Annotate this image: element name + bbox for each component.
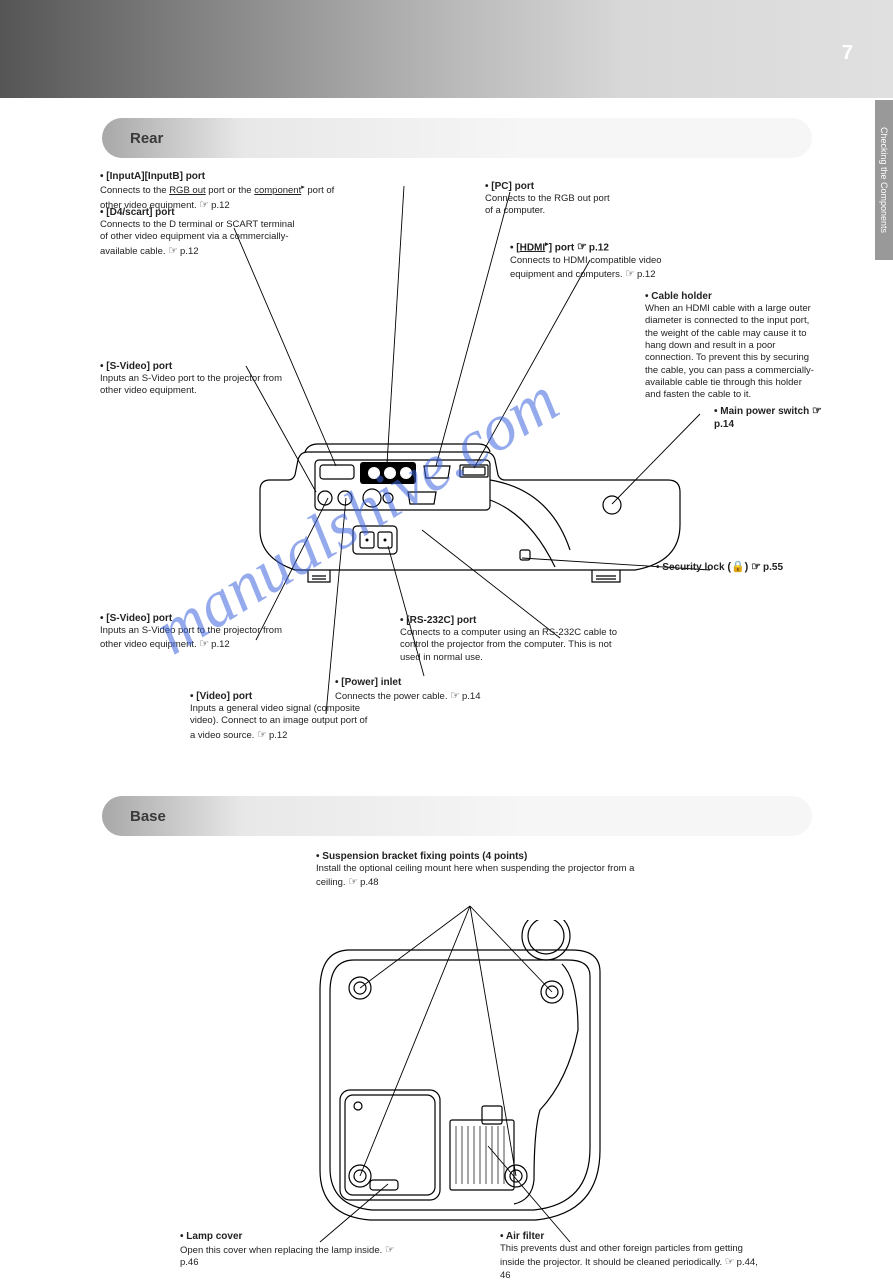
header-gradient xyxy=(0,0,893,98)
label-lamp: • Lamp cover Open this cover when replac… xyxy=(180,1230,405,1270)
base-callout-lines xyxy=(100,850,820,1250)
pointer-icon: ☞ xyxy=(725,1256,735,1268)
label-title: • Air filter xyxy=(500,1230,760,1243)
label-cable-holder: • Cable holder When an HDMI cable with a… xyxy=(645,290,820,402)
label-main-power: • Main power switch ☞p.14 xyxy=(714,404,834,431)
label-title: • [PC] port xyxy=(485,180,620,193)
page-number: 7 xyxy=(842,42,853,65)
pointer-icon: ☞ xyxy=(450,690,460,702)
pointer-icon: ☞ xyxy=(385,1244,395,1256)
label-pc: • [PC] port Connects to the RGB out port… xyxy=(485,180,620,218)
label-inputab: • [InputA][InputB] port Connects to the … xyxy=(100,170,335,212)
label-rs232c: • [RS-232C] port Connects to a computer … xyxy=(400,614,630,664)
base-diagram: • Suspension bracket fixing points (4 po… xyxy=(100,850,820,1250)
label-title: • Lamp cover xyxy=(180,1230,405,1243)
section-rear-bar: Rear xyxy=(102,118,812,158)
side-tab: Checking the Components xyxy=(875,100,893,260)
rear-diagram: • [D4/scart] port Connects to the D term… xyxy=(100,170,820,795)
label-title: • [Video] port xyxy=(190,690,370,703)
pointer-icon: ☞ xyxy=(199,199,209,211)
label-hdmi: • [HDMI▸] port ☞p.12 Connects to HDMI co… xyxy=(510,240,680,281)
pointer-icon: ☞ xyxy=(257,729,267,741)
label-video: • [Video] port Inputs a general video si… xyxy=(190,690,370,742)
label-body: When an HDMI cable with a large outer di… xyxy=(645,303,820,402)
label-title: • [S-Video] port xyxy=(100,360,295,373)
label-title: • Suspension bracket fixing points (4 po… xyxy=(316,850,646,863)
label-title: • Cable holder xyxy=(645,290,820,303)
label-mount: • Suspension bracket fixing points (4 po… xyxy=(316,850,646,890)
label-title: • [InputA][InputB] port xyxy=(100,170,335,183)
pointer-icon: ☞ xyxy=(625,268,635,280)
label-body: Connects to a computer using an RS-232C … xyxy=(400,627,630,664)
label-svideo-2: • [S-Video] port Inputs an S-Video port … xyxy=(100,360,295,398)
label-title: • [S-Video] port xyxy=(100,612,295,625)
label-title: • [RS-232C] port xyxy=(400,614,630,627)
pointer-icon: ☞ xyxy=(577,241,587,253)
label-filter: • Air filter This prevents dust and othe… xyxy=(500,1230,760,1282)
label-d4-scart: • [D4/scart] port Connects to the D term… xyxy=(100,206,295,258)
pointer-icon: ☞ xyxy=(199,638,209,650)
pointer-icon: ☞ xyxy=(812,405,822,417)
label-security-lock: • Security lock (🔒) ☞p.55 xyxy=(656,560,816,574)
pointer-icon: ☞ xyxy=(348,876,358,888)
label-svideo: • [S-Video] port Inputs an S-Video port … xyxy=(100,612,295,652)
lock-icon: (🔒) xyxy=(727,561,748,573)
pointer-icon: ☞ xyxy=(168,245,178,257)
label-title: • [Power] inlet xyxy=(335,676,510,689)
section-base-bar: Base xyxy=(102,796,812,836)
pointer-icon: ☞ xyxy=(751,561,761,573)
